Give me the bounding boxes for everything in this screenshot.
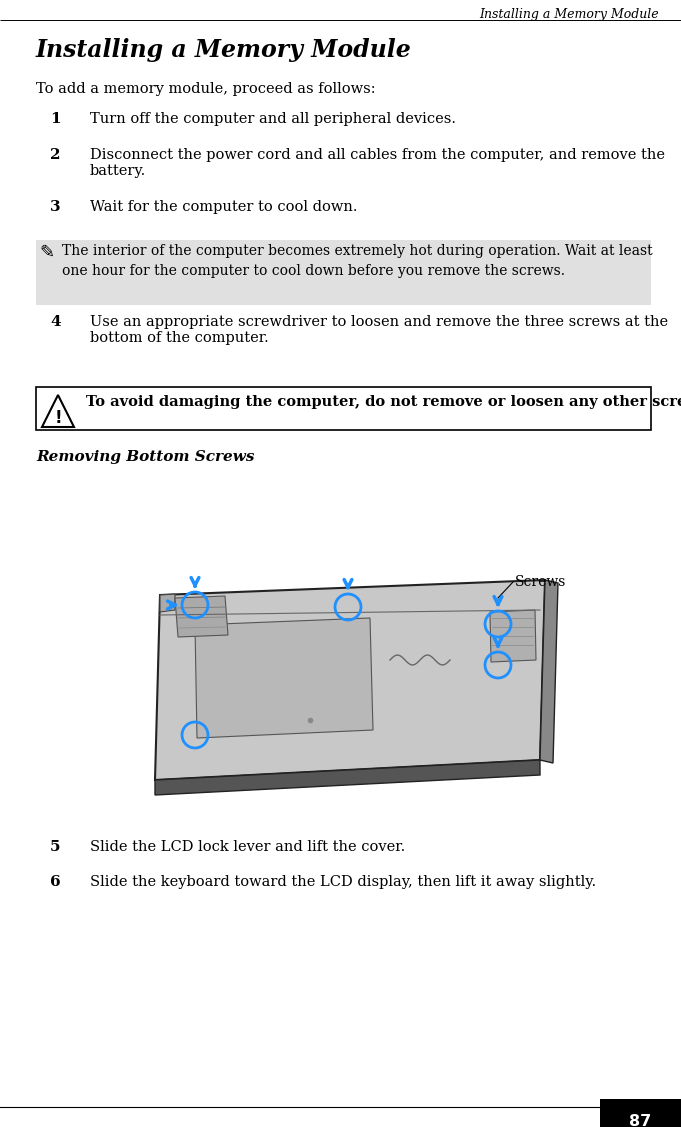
Text: 1: 1 — [50, 112, 61, 126]
Polygon shape — [195, 618, 373, 738]
Text: Installing a Memory Module: Installing a Memory Module — [36, 38, 412, 62]
Text: Installing a Memory Module: Installing a Memory Module — [479, 8, 659, 21]
Text: 5: 5 — [50, 840, 61, 854]
Text: Slide the LCD lock lever and lift the cover.: Slide the LCD lock lever and lift the co… — [90, 840, 405, 854]
FancyBboxPatch shape — [36, 240, 651, 305]
Text: ✎: ✎ — [39, 245, 54, 261]
Text: To add a memory module, proceed as follows:: To add a memory module, proceed as follo… — [36, 82, 376, 96]
Text: 6: 6 — [50, 875, 61, 889]
Text: Turn off the computer and all peripheral devices.: Turn off the computer and all peripheral… — [90, 112, 456, 126]
Text: 4: 4 — [50, 316, 61, 329]
Text: !: ! — [54, 409, 62, 427]
Text: Use an appropriate screwdriver to loosen and remove the three screws at the
bott: Use an appropriate screwdriver to loosen… — [90, 316, 668, 345]
Polygon shape — [540, 580, 558, 763]
Text: 3: 3 — [50, 199, 61, 214]
Polygon shape — [490, 610, 536, 662]
Text: Screws: Screws — [515, 575, 567, 589]
Text: 87: 87 — [629, 1113, 651, 1127]
Polygon shape — [155, 760, 540, 795]
Polygon shape — [160, 594, 175, 612]
Text: The interior of the computer becomes extremely hot during operation. Wait at lea: The interior of the computer becomes ext… — [62, 245, 652, 277]
FancyBboxPatch shape — [36, 387, 651, 431]
Text: Wait for the computer to cool down.: Wait for the computer to cool down. — [90, 199, 358, 214]
Polygon shape — [175, 596, 228, 637]
Text: Removing Bottom Screws: Removing Bottom Screws — [36, 450, 255, 464]
Polygon shape — [155, 580, 545, 780]
FancyBboxPatch shape — [600, 1099, 681, 1127]
Text: Slide the keyboard toward the LCD display, then lift it away slightly.: Slide the keyboard toward the LCD displa… — [90, 875, 596, 889]
Text: 2: 2 — [50, 148, 61, 162]
Text: Disconnect the power cord and all cables from the computer, and remove the
batte: Disconnect the power cord and all cables… — [90, 148, 665, 178]
Text: To avoid damaging the computer, do not remove or loosen any other screws.: To avoid damaging the computer, do not r… — [86, 394, 681, 409]
